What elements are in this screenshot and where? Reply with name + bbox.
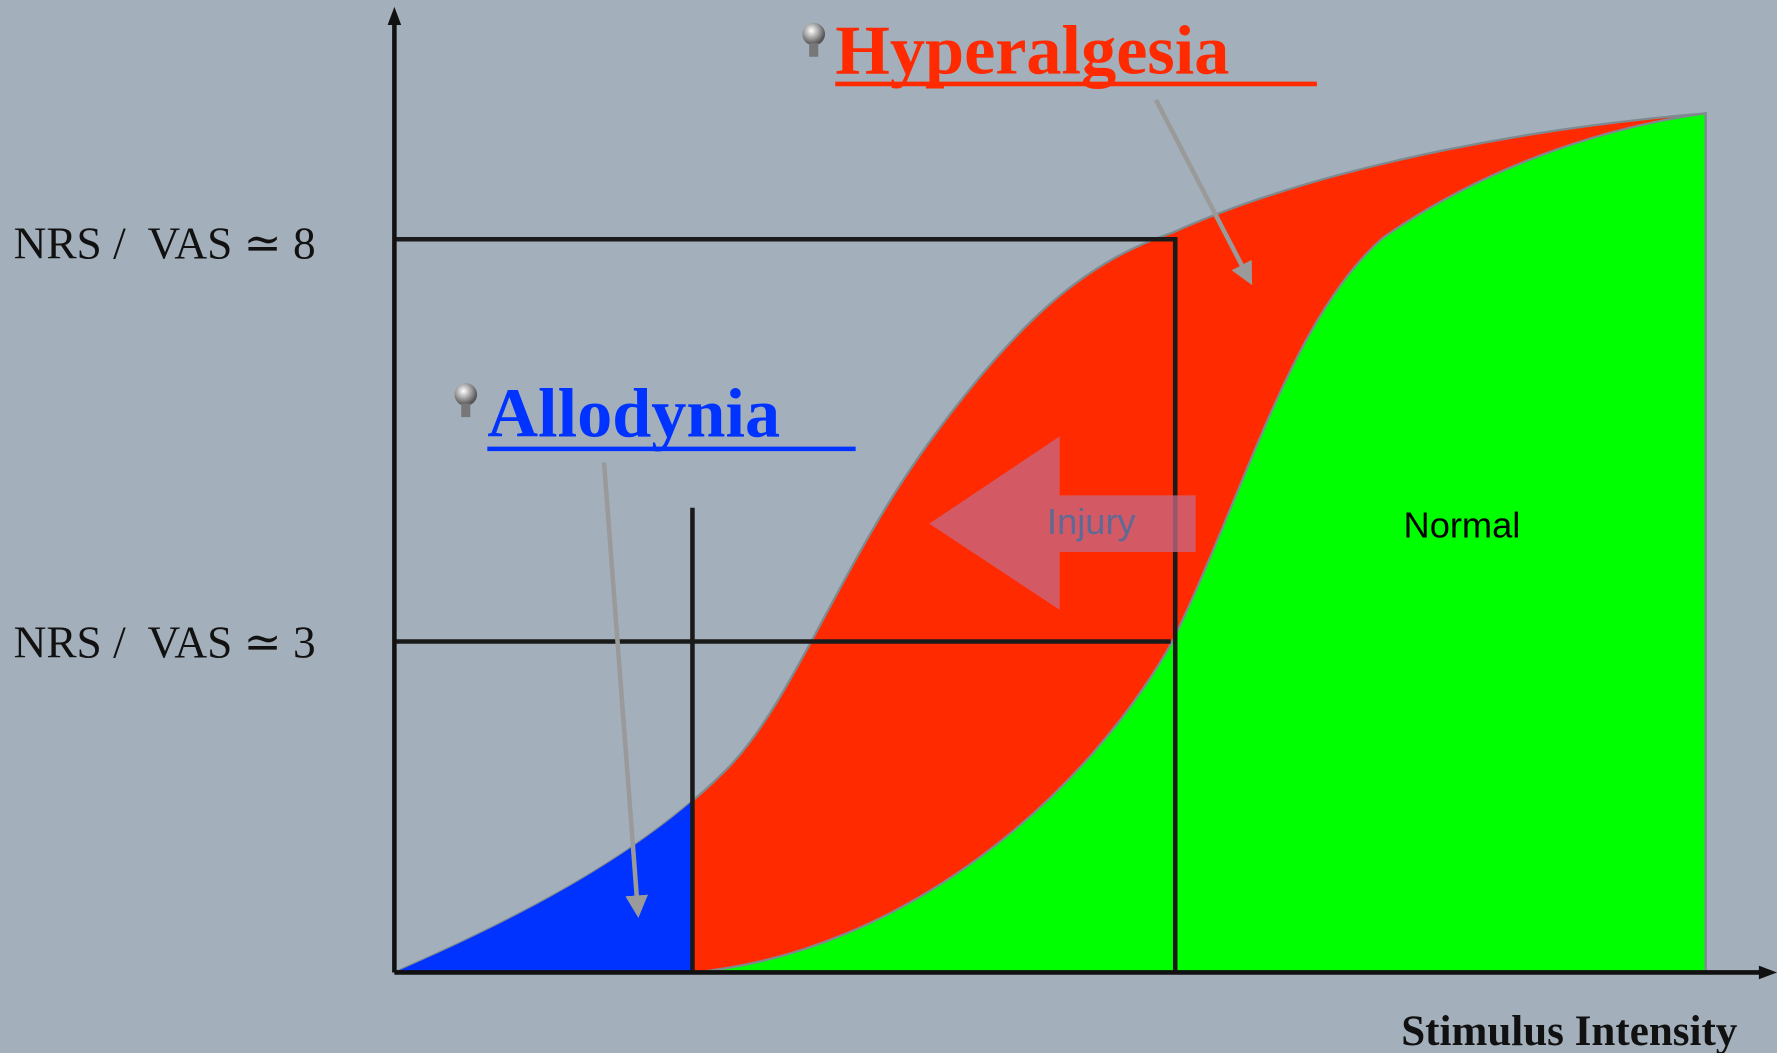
injury-arrow [929, 436, 1196, 610]
normal-area [693, 112, 1707, 974]
y-level-label: NRS / VAS ≃ 3 [14, 617, 316, 667]
axes [392, 20, 1766, 975]
pointer [601, 462, 648, 919]
hyperalgesia-label: Hyperalgesia [835, 12, 1229, 90]
x-arrowhead [1758, 965, 1777, 980]
allodynia-label: Allodynia [487, 374, 780, 452]
y-arrowhead [387, 6, 402, 26]
x-axis-label: Stimulus Intensity [1401, 1008, 1738, 1053]
pointer [1153, 98, 1253, 286]
normal-label: Normal [1404, 504, 1521, 545]
injury-label: Injury [1047, 501, 1137, 542]
reference-lines [394, 236, 1178, 973]
y-level-label: NRS / VAS ≃ 8 [14, 218, 316, 268]
pushpin-icon [454, 22, 826, 418]
